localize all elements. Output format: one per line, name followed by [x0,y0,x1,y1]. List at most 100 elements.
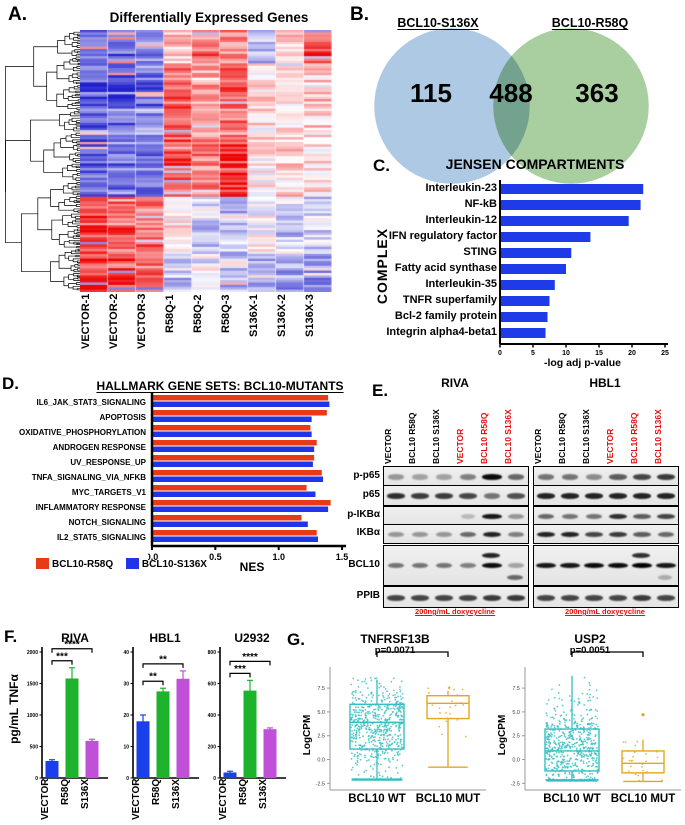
dendrogram-branch [67,104,77,110]
scatter-point [367,712,370,715]
dendrogram-branch [68,274,74,280]
scatter-point [387,738,389,741]
scatter-point [559,735,562,738]
scatter-point [352,694,355,697]
scatter-point [568,760,570,763]
blot-band [609,595,627,601]
scatter-point [622,757,625,760]
bar [500,184,644,194]
axis-tick-label: 1000 [27,713,38,719]
scatter-point [556,748,559,751]
scatter-point [427,691,430,694]
scatter-point [386,752,389,754]
scatter-point [391,738,393,741]
scatter-point [387,722,390,725]
scatter-point [393,754,396,757]
scatter-point [560,751,563,754]
scatter-point [373,763,376,766]
scatter-point [582,743,585,746]
scatter-point [384,710,387,712]
scatter-point [380,730,382,733]
scatter-point [577,697,580,700]
scatter-point [553,753,555,756]
scatter-point [562,731,564,734]
scatter-point [351,736,353,739]
scatter-point [583,704,586,706]
axis-tick-label: 1.5 [336,552,349,562]
scatter-point [371,696,374,699]
scatter-point [369,712,372,714]
scatter-point [380,763,382,766]
blot-lane-label: VECTOR [455,428,465,464]
dendrogram-branch [72,139,80,143]
scatter-point [589,746,592,749]
scatter-point [359,717,362,720]
scatter-point [388,766,390,769]
venn-diagram [371,25,652,187]
dendrogram-branch [53,142,70,158]
bar-r58q [152,500,331,506]
scatter-point [596,762,599,765]
scatter-point [575,747,578,750]
scatter-point [580,759,583,762]
scatter-point [581,692,584,695]
jensen-title: JENSEN COMPARTMENTS [445,156,625,172]
pvalue-bracket [376,651,449,657]
dendrogram-branch [70,133,80,138]
category-label: Interleukin-35 [425,278,497,290]
significance-bracket [142,680,164,686]
axis-tick-label: 0.0 [317,758,325,764]
scatter-point [362,709,364,712]
scatter-point [383,686,385,688]
scatter-point [596,768,599,771]
scatter-point [545,747,548,750]
bar-r58q [152,425,311,431]
blot-band [632,552,650,558]
scatter-point [578,753,581,756]
scatter-point [365,712,367,714]
scatter-point [386,697,388,700]
scatter-point [592,747,595,750]
jensen-bar-chart: 0 5 10 15 20 25 -log adj p-value [498,180,669,369]
scatter-point [376,724,379,727]
scatter-point [571,762,574,765]
scatter-point [395,743,398,746]
bar-s136x [152,476,324,482]
dendrogram-branch [56,93,68,107]
blot-band [508,562,524,568]
dendrogram-branch [77,248,80,252]
scatter-point [385,720,388,723]
scatter-point [364,709,367,711]
scatter-point [588,682,591,684]
scatter-point [553,696,556,699]
scatter-point [353,755,356,758]
bar-r58q [152,410,327,416]
scatter-point [656,756,659,759]
scatter-point [547,699,550,701]
scatter-point [353,729,356,731]
dendrogram-branch [67,95,79,101]
scatter-point [566,743,569,746]
scatter-point [561,753,564,756]
significance-label: *** [56,651,68,662]
scatter-point [388,727,391,730]
scatter-point [594,734,597,736]
scatter-point [385,741,388,743]
scatter-point [351,701,354,704]
scatter-point [594,715,597,718]
scatter-point [370,691,373,694]
scatter-point [573,745,576,748]
axis-tick-label: 2.5 [512,734,520,740]
significance-bracket [51,648,93,653]
blot-band [536,493,556,499]
scatter-point [364,756,366,759]
bar-r58q [152,455,315,461]
scatter-point [564,760,566,763]
heatmap-column-label: VECTOR-3 [136,294,148,350]
blot-band [657,531,675,538]
y-axis-label: LogCPM [497,715,508,756]
scatter-point [388,693,391,695]
scatter-point [582,747,585,750]
scatter-point [388,718,391,721]
scatter-point [401,764,404,767]
